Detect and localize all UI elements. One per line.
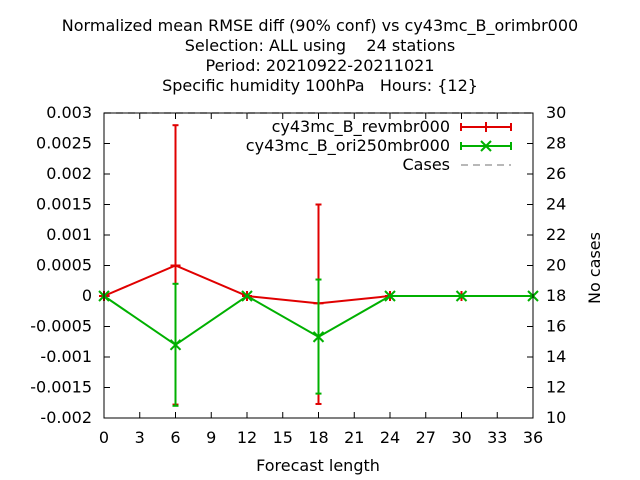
y2-tick-label: 30 <box>546 103 566 122</box>
y-tick-label: 0.0005 <box>36 256 92 275</box>
y2-tick-label: 26 <box>546 164 566 183</box>
y2-tick-label: 28 <box>546 134 566 153</box>
legend-label: cy43mc_B_revmbr000 <box>272 117 450 137</box>
y2-tick-label: 22 <box>546 225 566 244</box>
y2-tick-label: 12 <box>546 378 566 397</box>
y-tick-label: 0.003 <box>46 103 92 122</box>
y-tick-label: -0.0005 <box>30 317 92 336</box>
legend-sample-marker <box>480 140 492 152</box>
x-tick-label: 9 <box>206 428 216 447</box>
legend: cy43mc_B_revmbr000cy43mc_B_ori250mbr000C… <box>246 117 512 174</box>
x-tick-label: 24 <box>380 428 400 447</box>
series-layer <box>98 112 539 407</box>
y-tick-label: 0.002 <box>46 164 92 183</box>
y-tick-label: -0.002 <box>40 408 92 427</box>
y2-tick-label: 20 <box>546 256 566 275</box>
y2-tick-label: 10 <box>546 408 566 427</box>
series-cy43mc_B_ori250mbr000 <box>98 278 539 407</box>
data-point <box>241 290 253 302</box>
axis-ticks: 0 3 6 9 12 15 18 21 24 27 30 33 360.0030.00250.0020.… <box>30 103 566 447</box>
x-tick-label: 33 <box>487 428 507 447</box>
y2-tick-label: 16 <box>546 317 566 336</box>
y2-tick-label: 18 <box>546 286 566 305</box>
series-line <box>103 264 462 305</box>
x-tick-label: 6 <box>170 428 180 447</box>
x-tick-label: 30 <box>451 428 471 447</box>
data-point <box>384 290 396 302</box>
chart-title: Normalized mean RMSE diff (90% conf) vs … <box>0 16 640 96</box>
x-tick-label: 3 <box>135 428 145 447</box>
legend-label: cy43mc_B_ori250mbr000 <box>246 136 450 156</box>
y2-axis-label: No cases <box>585 232 604 304</box>
y-tick-label: -0.0015 <box>30 378 92 397</box>
y-tick-label: 0.0015 <box>36 195 92 214</box>
title-line-2: Selection: ALL using 24 stations <box>184 36 456 55</box>
x-tick-label: 18 <box>308 428 328 447</box>
x-tick-label: 27 <box>416 428 436 447</box>
title-line-1: Normalized mean RMSE diff (90% conf) vs … <box>61 16 579 35</box>
x-tick-label: 0 <box>99 428 109 447</box>
y-tick-label: 0.001 <box>46 225 92 244</box>
x-tick-label: 36 <box>523 428 543 447</box>
y-tick-label: 0 <box>82 286 92 305</box>
x-tick-label: 21 <box>344 428 364 447</box>
title-line-3: Period: 20210922-20211021 <box>205 56 435 75</box>
data-point <box>312 331 325 343</box>
y-tick-label: 0.0025 <box>36 134 92 153</box>
y2-tick-label: 24 <box>546 195 566 214</box>
legend-label: Cases <box>403 155 451 174</box>
x-axis-label: Forecast length <box>256 456 380 475</box>
title-line-4: Specific humidity 100hPa Hours: {12} <box>162 76 478 95</box>
x-tick-label: 12 <box>237 428 257 447</box>
y2-tick-label: 14 <box>546 347 566 366</box>
plot-frame <box>103 112 534 419</box>
y-tick-label: -0.001 <box>40 347 92 366</box>
x-tick-label: 15 <box>273 428 293 447</box>
data-point <box>169 339 182 351</box>
data-point <box>455 290 468 302</box>
